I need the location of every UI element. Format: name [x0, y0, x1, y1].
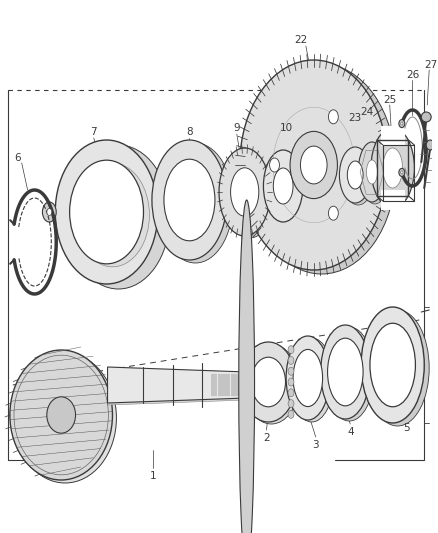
Ellipse shape: [219, 148, 270, 236]
Ellipse shape: [288, 378, 294, 386]
Ellipse shape: [158, 143, 233, 263]
Ellipse shape: [247, 64, 396, 274]
Text: 24: 24: [360, 107, 374, 117]
Ellipse shape: [286, 336, 329, 420]
Ellipse shape: [343, 149, 374, 205]
Ellipse shape: [293, 350, 323, 407]
Text: 5: 5: [403, 423, 410, 433]
Ellipse shape: [290, 338, 333, 422]
Ellipse shape: [290, 132, 337, 199]
Ellipse shape: [399, 119, 405, 127]
Ellipse shape: [366, 310, 429, 426]
Ellipse shape: [273, 168, 293, 204]
Ellipse shape: [421, 112, 431, 122]
Ellipse shape: [361, 144, 389, 204]
Ellipse shape: [267, 152, 307, 224]
Ellipse shape: [55, 140, 158, 284]
Ellipse shape: [251, 357, 286, 407]
Ellipse shape: [263, 150, 303, 222]
Text: 2: 2: [263, 433, 270, 443]
Ellipse shape: [361, 307, 424, 423]
Ellipse shape: [10, 350, 113, 480]
Ellipse shape: [14, 353, 117, 483]
Text: 9: 9: [233, 123, 240, 133]
Ellipse shape: [230, 168, 259, 216]
Ellipse shape: [371, 128, 414, 208]
Text: 8: 8: [186, 127, 193, 137]
Text: 3: 3: [312, 440, 319, 450]
Ellipse shape: [367, 160, 378, 184]
Ellipse shape: [70, 160, 144, 264]
Ellipse shape: [383, 148, 403, 188]
Ellipse shape: [321, 325, 370, 419]
Text: 10: 10: [279, 123, 293, 133]
Ellipse shape: [358, 142, 386, 202]
Text: 4: 4: [347, 427, 353, 437]
Ellipse shape: [67, 145, 170, 289]
Ellipse shape: [401, 122, 403, 125]
Ellipse shape: [47, 397, 75, 433]
Ellipse shape: [399, 168, 405, 176]
Ellipse shape: [224, 150, 275, 238]
Text: 25: 25: [383, 95, 396, 105]
Ellipse shape: [328, 206, 338, 220]
Ellipse shape: [328, 110, 338, 124]
Ellipse shape: [426, 140, 434, 150]
Ellipse shape: [288, 357, 294, 365]
Ellipse shape: [47, 208, 52, 215]
Ellipse shape: [288, 400, 294, 408]
Ellipse shape: [339, 147, 371, 203]
Ellipse shape: [325, 327, 374, 421]
Ellipse shape: [42, 202, 56, 222]
Ellipse shape: [75, 163, 149, 267]
Ellipse shape: [164, 159, 215, 241]
Ellipse shape: [328, 338, 363, 406]
Ellipse shape: [152, 140, 227, 260]
Text: 1: 1: [150, 471, 156, 481]
Polygon shape: [108, 369, 247, 405]
Text: 23: 23: [349, 113, 362, 123]
Ellipse shape: [288, 367, 294, 375]
Ellipse shape: [288, 389, 294, 397]
Ellipse shape: [288, 410, 294, 418]
Ellipse shape: [240, 60, 388, 270]
Ellipse shape: [288, 345, 294, 353]
Polygon shape: [381, 190, 405, 210]
Ellipse shape: [270, 158, 279, 172]
Ellipse shape: [401, 171, 403, 174]
Ellipse shape: [244, 344, 299, 424]
Ellipse shape: [239, 200, 254, 533]
Text: 6: 6: [14, 153, 21, 163]
Ellipse shape: [241, 342, 296, 422]
Ellipse shape: [370, 323, 415, 407]
Polygon shape: [108, 367, 247, 403]
Ellipse shape: [347, 161, 363, 189]
Text: 22: 22: [294, 35, 307, 45]
Polygon shape: [381, 126, 405, 146]
Ellipse shape: [300, 146, 327, 184]
Text: 26: 26: [406, 70, 419, 80]
Text: 27: 27: [424, 60, 438, 70]
Text: 7: 7: [90, 127, 97, 137]
